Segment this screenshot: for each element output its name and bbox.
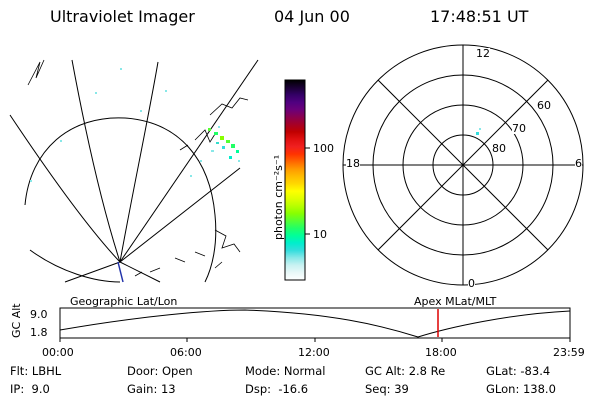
coastline [179,144,189,151]
info-seq: Seq: 39 [365,382,409,396]
latitude-circle [29,249,121,283]
orbit-altitude-curve [59,309,571,338]
info-gain: Gain: 13 [127,382,176,396]
colorbar-tick-label: 100 [313,142,334,155]
orbit-x-tick-label: 23:59 [553,346,585,359]
date-label: 04 Jun 00 [274,7,350,26]
info-glon: GLon: 138.0 [486,382,556,396]
info-gc-alt: GC Alt: 2.8 Re [365,364,446,378]
polar-label-right: 6 [575,157,582,170]
latitude-circle [24,117,217,283]
polar-lat-label: 80 [492,142,506,155]
info-glat: GLat: -83.4 [486,364,551,378]
info-ip: IP: 9.0 [10,382,50,396]
info-dsp: Dsp: -16.6 [245,382,309,396]
orbit-x-tick-label: 12:00 [298,346,330,359]
polar-lat-label: 60 [537,99,551,112]
orbit-track [117,261,124,283]
coastline [27,59,45,86]
info-mode: Mode: Normal [245,364,326,378]
aurora-spot [479,128,481,130]
info-door: Door: Open [127,364,193,378]
aurora-spot [476,132,479,135]
coastline [134,267,161,277]
imager-title: Ultraviolet Imager [50,7,195,26]
coastline [214,229,241,253]
meridian-line [119,59,259,263]
orbit-left-label: Geographic Lat/Lon [70,295,178,308]
colorbar-tick-label: 10 [313,228,327,241]
polar-label-bottom: 0 [468,277,475,290]
orbit-plot-frame [59,307,571,339]
meridian-line [119,167,241,263]
polar-lat-label: 70 [512,122,526,135]
meridian-line [9,114,121,263]
colorbar-gradient [284,79,306,281]
polar-label-top: 12 [476,47,490,60]
orbit-x-tick-label: 06:00 [170,346,202,359]
coastline [174,251,223,269]
meridian-line [119,261,161,283]
time-label: 17:48:51 UT [430,7,529,26]
meridian-line [71,59,121,263]
orbit-ymin-label: 1.8 [30,326,48,339]
meridian-line [119,61,159,263]
orbit-right-label: Apex MLat/MLT [414,295,497,308]
coastline [209,97,249,116]
polar-label-left: 18 [346,157,360,170]
polar-diagonal [377,79,549,251]
orbit-ymax-label: 9.0 [30,308,48,321]
coastline [194,129,216,143]
orbit-x-tick-label: 00:00 [42,346,74,359]
meridian-line [64,261,121,283]
orbit-x-tick-label: 18:00 [425,346,457,359]
info-flt: Flt: LBHL [10,364,62,378]
aurora-emission [30,68,240,182]
